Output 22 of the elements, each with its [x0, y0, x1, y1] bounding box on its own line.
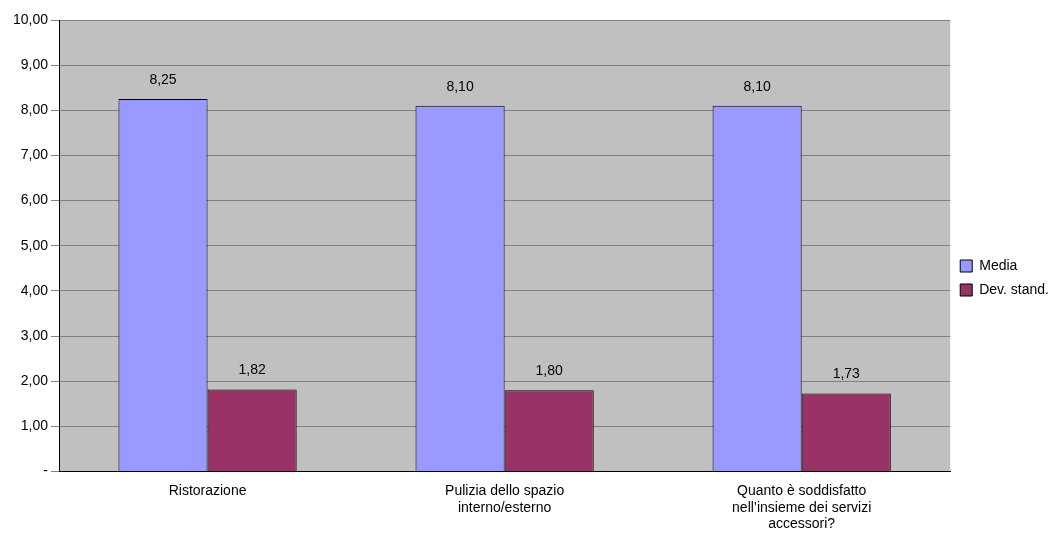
- y-tick-label: 4,00: [20, 281, 49, 298]
- data-label: 8,10: [743, 77, 771, 94]
- x-tick-label: Quanto è soddisfatto nell’insieme dei servizi accessori?: [732, 481, 872, 532]
- y-tick-label: 1,00: [20, 417, 49, 434]
- y-tick-label: 6,00: [20, 191, 49, 208]
- data-label: 8,10: [446, 77, 474, 94]
- data-label: 1,82: [238, 361, 266, 378]
- y-tick-label: 2,00: [20, 372, 49, 389]
- x-tick-label: Ristorazione: [168, 481, 247, 498]
- legend-label: Dev. stand.: [979, 280, 1050, 297]
- data-label: 1,73: [832, 365, 861, 382]
- data-label: 8,25: [149, 70, 177, 87]
- x-tick-label: Pulizia dello spazio interno/esterno: [445, 481, 565, 515]
- y-tick-label: 7,00: [20, 146, 49, 163]
- y-tick-label: 5,00: [20, 236, 49, 253]
- legend-label: Media: [979, 256, 1018, 273]
- y-tick-label: -: [43, 462, 49, 479]
- y-tick-label: 3,00: [20, 326, 49, 343]
- y-tick-label: 8,00: [20, 101, 49, 118]
- y-tick-label: 9,00: [20, 56, 49, 73]
- data-label: 1,80: [535, 362, 564, 379]
- y-tick-label: 10,00: [12, 10, 49, 27]
